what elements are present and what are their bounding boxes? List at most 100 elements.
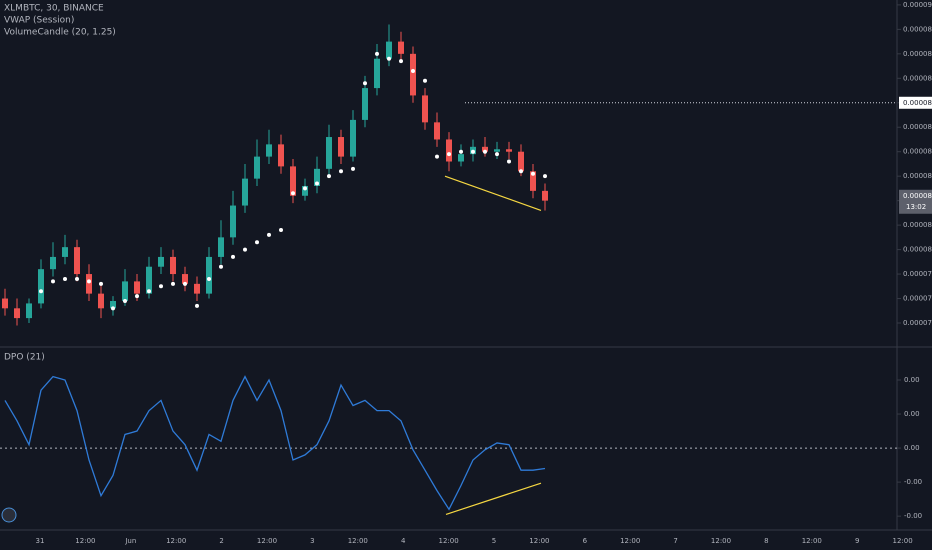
candle-body [38,269,44,304]
vwap-dot [135,294,139,299]
level-label: 0.0000860 [903,99,932,107]
vwap-dot [483,149,487,154]
level-box [899,96,932,109]
countdown-label: 13:02 [906,203,926,211]
y-tick-label: -0.00 [904,478,922,486]
x-tick-label: 5 [492,537,496,545]
vwap-dot [507,159,511,164]
y-tick-label: 0.0000800 [903,246,932,254]
candle-body [314,168,320,186]
last-price-box [899,189,932,214]
vwap-dot [279,228,283,233]
candle-body [50,256,56,270]
vwap-dot [411,68,415,73]
x-tick-label: 12:00 [439,537,459,545]
candle-body [338,137,344,157]
vwap-dot [231,254,235,259]
vwap-dot [147,289,151,294]
vwap-dot [495,152,499,157]
vwap-dot [99,281,103,286]
vwap-dot [519,169,523,174]
candle-body [422,95,428,123]
candle-body [266,144,272,157]
candle-body [2,298,8,309]
last-price-label: 0.0000822 [903,192,932,200]
vwap-dot [183,281,187,286]
vwap-dot [195,303,199,308]
vwap-dot [363,81,367,86]
vwap-dot [51,279,55,284]
candle-body [278,144,284,167]
x-tick-label: 12:00 [75,537,95,545]
x-tick-label: 2 [219,537,223,545]
candle-body [398,41,404,54]
trendline [444,175,542,212]
logo[interactable] [1,507,17,523]
vwap-dot [387,56,391,61]
candle-body [350,119,356,157]
y-tick-label: 0.00 [904,410,920,418]
vwap-dot [63,276,67,281]
candle-body [482,146,488,152]
x-tick-label: 6 [583,537,588,545]
vwap-dot [207,276,211,281]
vwap-dot [339,169,343,174]
trendline [445,482,542,516]
vwap-dot [267,232,271,237]
x-tick-label: 12:00 [257,537,277,545]
y-tick-label: 0.00 [904,376,920,384]
y-tick-label: 0.0000780 [903,295,932,303]
indicator-label: DPO (21) [4,353,45,363]
candle-body [254,156,260,179]
vwap-dot [399,59,403,64]
candle-body [506,149,512,152]
symbol-title: XLMBTC, 30, BINANCE [4,4,104,14]
candle-body [98,293,104,309]
vwap-dot [327,174,331,179]
vwap-dot [435,154,439,159]
candle-body [182,274,188,284]
candle-body [530,171,536,191]
candle-body [290,166,296,196]
candle-body [122,281,128,301]
candle-body [14,308,20,319]
x-tick-label: 12:00 [620,537,640,545]
vwap-dot [531,171,535,176]
candle-body [74,247,80,275]
candle-body [542,190,548,201]
x-tick-label: 12:00 [529,537,549,545]
candle-body [110,300,116,309]
y-tick-label: 0.00 [904,444,920,452]
candle-body [194,283,200,294]
y-tick-label: 0.0000900 [903,1,932,9]
y-tick-label: 0.0000770 [903,319,932,327]
x-tick-label: 12:00 [166,537,186,545]
vwap-dot [423,78,427,83]
candle-body [446,139,452,162]
candle-body [158,256,164,267]
x-tick-label: 7 [673,537,677,545]
candle-body [374,58,380,89]
vwap-dot [471,149,475,154]
vwap-dot [123,298,127,303]
candle-body [242,178,248,206]
x-tick-label: 8 [764,537,768,545]
y-tick-label: -0.00 [904,512,922,520]
candle-body [494,149,500,152]
vwap-dot [315,181,319,186]
vwap-dot [459,149,463,154]
x-tick-label: 9 [855,537,859,545]
candle-body [230,205,236,238]
candle-body [206,256,212,294]
x-tick-label: 12:00 [711,537,731,545]
candle-body [326,137,332,169]
y-tick-label: 0.0000830 [903,172,932,180]
y-tick-label: 0.0000880 [903,50,932,58]
vwap-dot [75,276,79,281]
x-tick-label: 3 [310,537,314,545]
dpo-line [4,375,546,511]
x-tick-label: 12:00 [893,537,913,545]
candle-body [362,88,368,120]
